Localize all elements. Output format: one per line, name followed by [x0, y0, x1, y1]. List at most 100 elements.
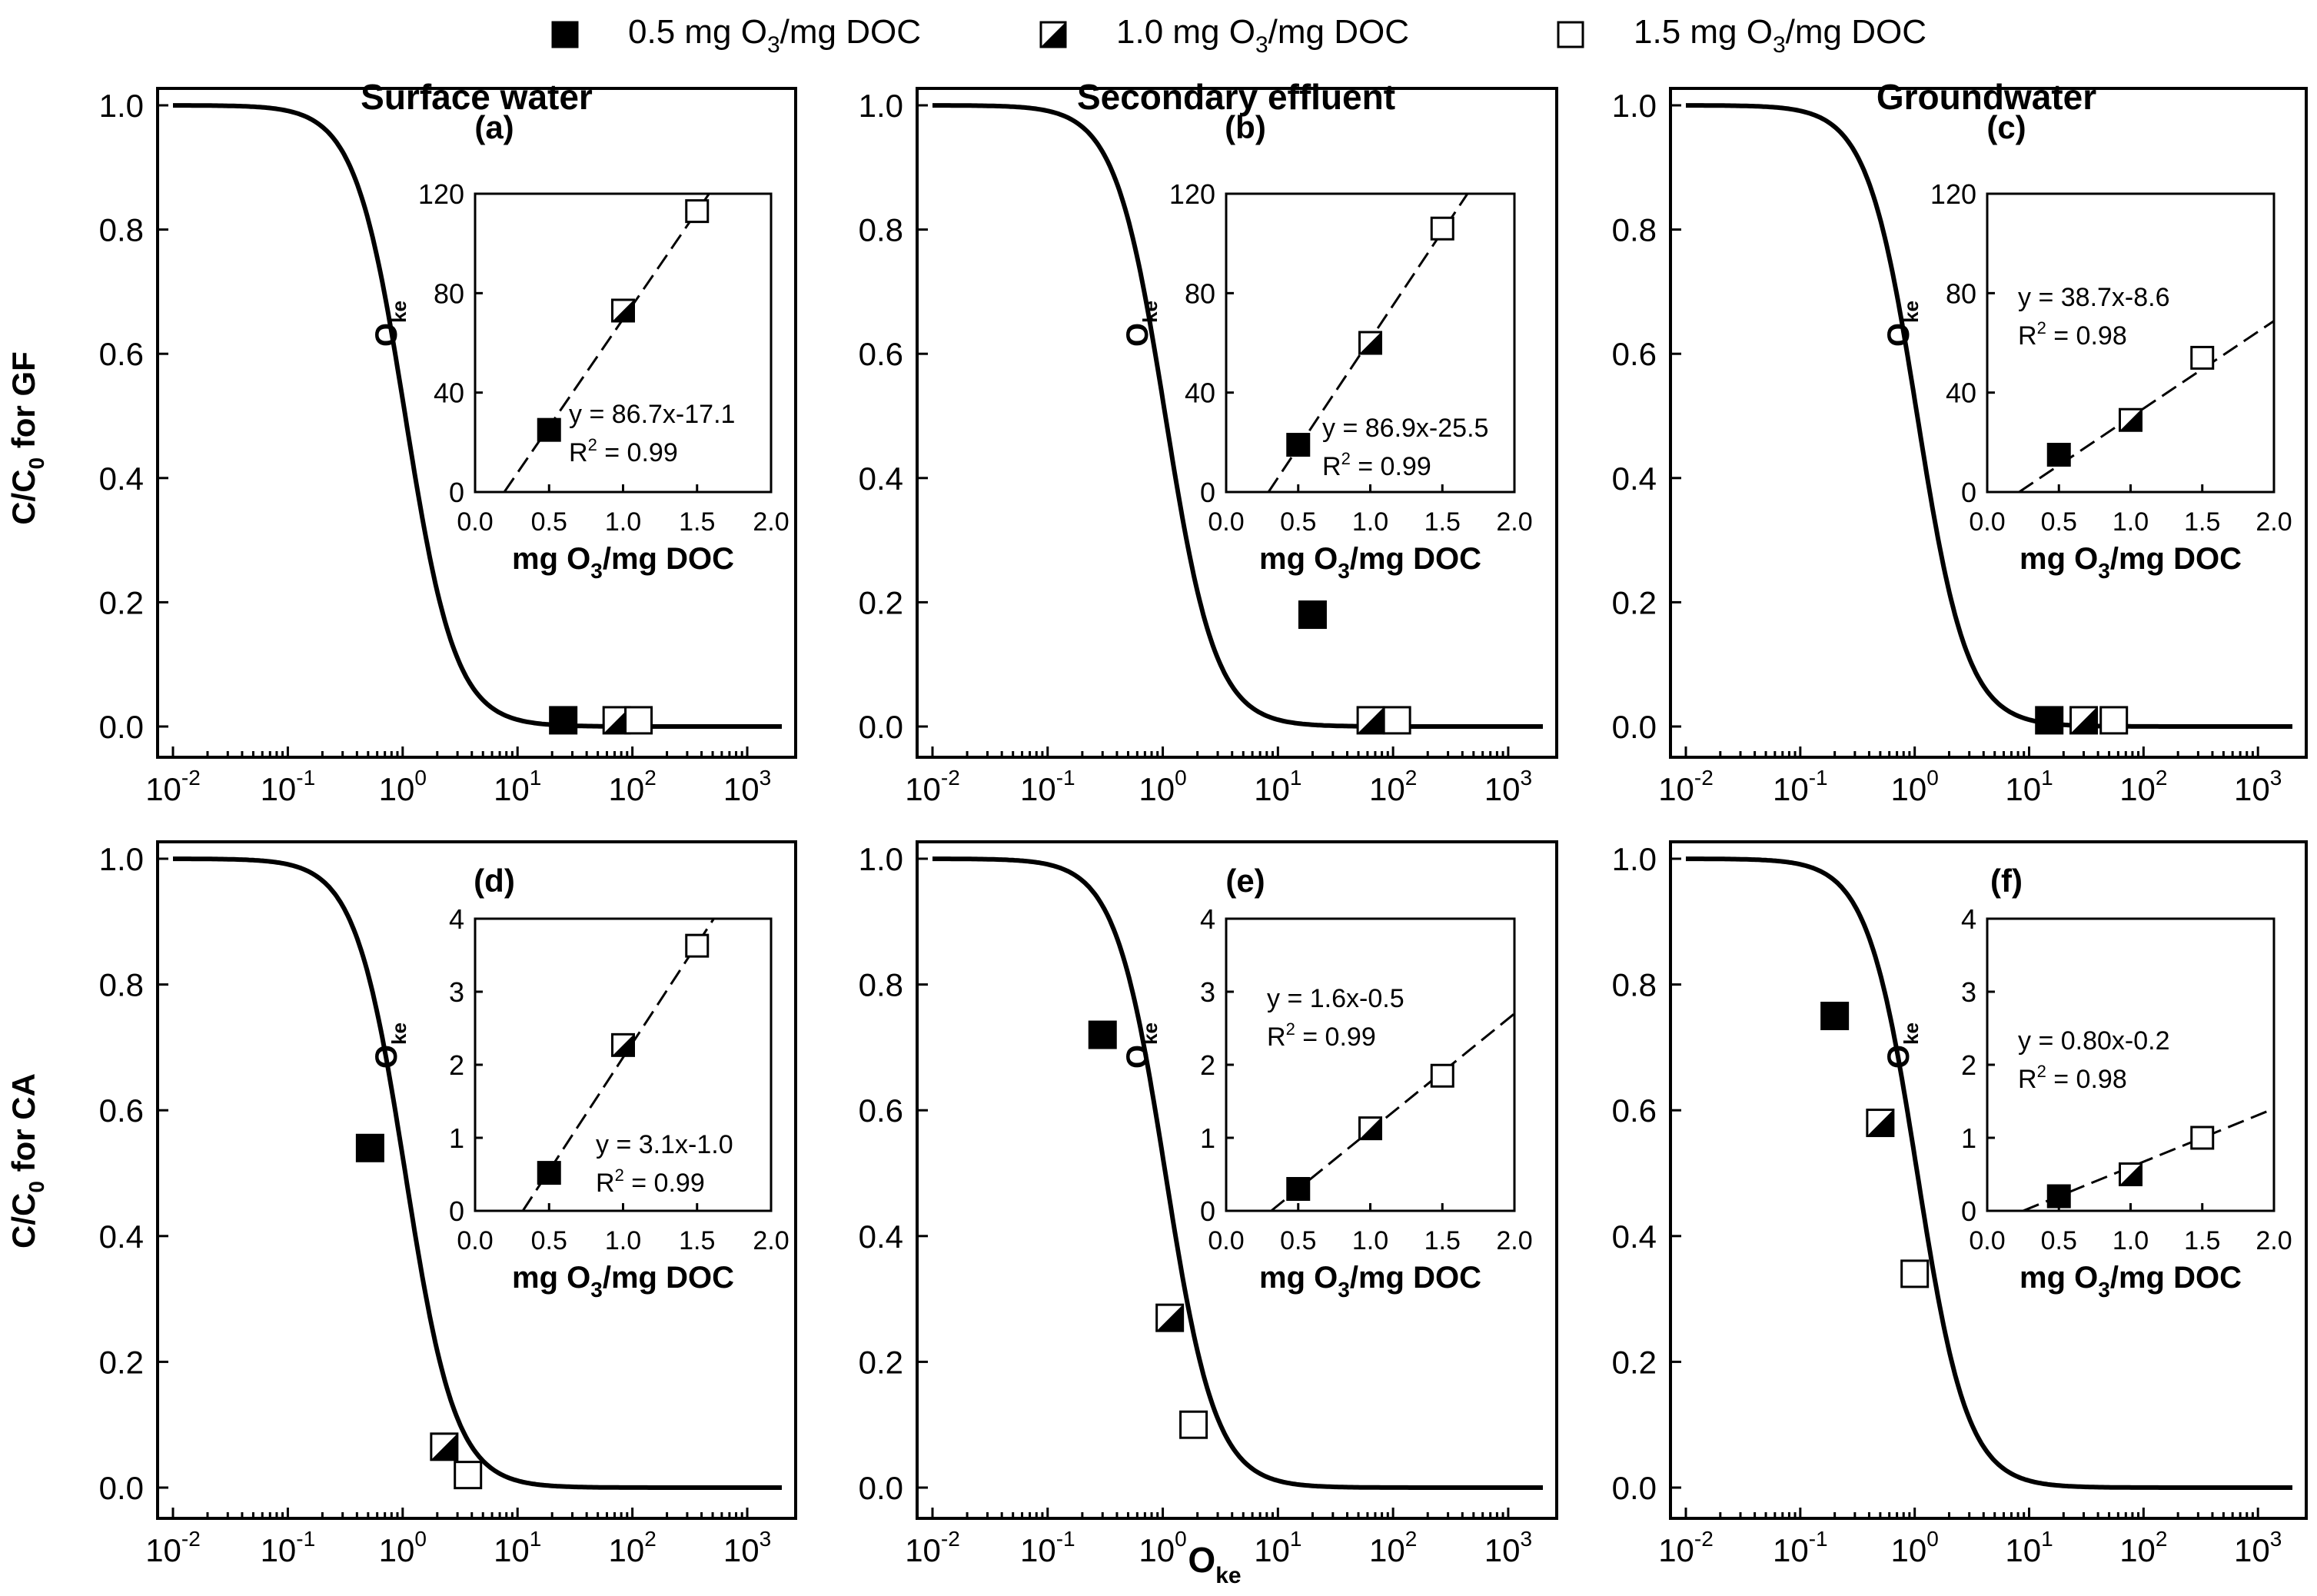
panel-label: (d): [474, 863, 515, 899]
y-tick-label: 0.8: [859, 212, 903, 248]
inset-x-tick-label: 1.5: [679, 507, 715, 537]
x-tick-label: 101: [494, 766, 541, 807]
inset-x-tick-label: 0.0: [1208, 1226, 1244, 1255]
y-tick-label: 0.6: [1612, 336, 1657, 372]
x-tick-label: 10-2: [1658, 1527, 1714, 1568]
y-tick-label: 0.4: [1612, 1219, 1657, 1255]
inset-y-tick-label: 80: [434, 278, 464, 309]
inset-point-half: [1358, 331, 1382, 355]
x-tick-label: 101: [2005, 766, 2053, 807]
inset-y-axis-label: Oke: [1121, 1022, 1162, 1069]
y-tick-label: 0.6: [1612, 1092, 1657, 1129]
inset-x-tick-label: 2.0: [753, 1226, 789, 1255]
x-tick-label: 10-1: [1020, 1527, 1075, 1568]
inset-x-tick-label: 2.0: [1496, 507, 1532, 537]
fit-line: [1270, 1012, 1515, 1212]
inset-point-half: [611, 1032, 635, 1057]
panel-c: 0.0 0.2 0.4 0.6 0.8 1.0 10-2 10-1 100 101 102 103 (c…: [1612, 87, 2308, 807]
inset-x-tick-label: 1.5: [1424, 1226, 1461, 1255]
inset-point-open: [2190, 345, 2215, 370]
fit-line: [2023, 1107, 2275, 1212]
plot-frame: [156, 840, 797, 1520]
inset-x-tick-label: 0.0: [1969, 507, 2005, 537]
inset-x-tick-label: 0.5: [1280, 1226, 1316, 1255]
inset-point-open: [1430, 216, 1454, 241]
x-tick-label: 10-1: [261, 1527, 316, 1568]
x-tick-label: 103: [723, 1527, 771, 1568]
x-tick-label: 10-2: [145, 766, 201, 807]
data-point-open: [1900, 1259, 1930, 1288]
plot-frame: [1669, 87, 2308, 759]
inset-x-tick-label: 1.0: [2113, 507, 2149, 537]
inset-x-axis-label: mg O3/mg DOC: [2019, 1261, 2242, 1302]
x-tick-label: 101: [1254, 766, 1301, 807]
inset-y-tick-label: 120: [1930, 178, 1976, 210]
y-tick-label: 0.6: [859, 1092, 903, 1129]
inset-point-filled: [537, 1161, 561, 1185]
y-tick-label: 0.6: [99, 336, 144, 372]
model-curve: [932, 103, 1543, 729]
x-tick-label: 10-1: [1773, 1527, 1828, 1568]
inset-x-tick-label: 2.0: [2256, 507, 2292, 537]
x-tick-label: 103: [1484, 1527, 1532, 1568]
x-tick-label: 10-2: [905, 766, 960, 807]
x-tick-label: 10-1: [1773, 766, 1828, 807]
inset-y-tick-label: 40: [434, 377, 464, 409]
inset-x-tick-label: 2.0: [2256, 1226, 2292, 1255]
panel-label: (a): [474, 109, 514, 145]
inset-y-tick-label: 80: [1946, 278, 1976, 309]
inset-x-tick-label: 0.5: [2041, 1226, 2077, 1255]
inset-y-tick-label: 3: [449, 976, 464, 1008]
inset-point-half: [2119, 1162, 2142, 1186]
y-tick-label: 0.6: [859, 336, 903, 372]
x-tick-label: 103: [2234, 766, 2282, 807]
inset-x-tick-label: 1.5: [2184, 1226, 2220, 1255]
inset-y-axis-label: Oke: [370, 1022, 411, 1069]
legend-label: 1.0 mg O3/mg DOC: [1116, 13, 1409, 58]
data-point-half: [1356, 706, 1385, 735]
plot-frame: [916, 840, 1558, 1520]
inset-y-tick-label: 2: [1200, 1049, 1215, 1081]
data-point-open: [2099, 706, 2129, 735]
fit-equation: y = 3.1x-1.0: [596, 1130, 733, 1159]
fit-equation: y = 86.9x-25.5: [1322, 414, 1488, 443]
inset-point-open: [685, 933, 710, 958]
data-point-open: [1179, 1410, 1208, 1439]
model-curve: [1686, 103, 2292, 729]
inset-y-tick-label: 1: [1961, 1122, 1976, 1154]
y-tick-label: 0.2: [859, 1344, 903, 1380]
inset-x-tick-label: 0.5: [531, 1226, 567, 1255]
data-point-open: [454, 1461, 483, 1490]
inset-x-tick-label: 1.0: [2113, 1226, 2149, 1255]
panel-a: 0.0 0.2 0.4 0.6 0.8 1.0 10-2 10-1 100 101 102 103 (a…: [99, 87, 797, 807]
y-tick-label: 1.0: [99, 841, 144, 877]
x-tick-label: 102: [2119, 766, 2167, 807]
data-point-half: [430, 1432, 459, 1461]
y-tick-label: 0.8: [99, 212, 144, 248]
y-tick-label: 1.0: [1612, 841, 1657, 877]
inset-x-tick-label: 0.5: [531, 507, 567, 537]
inset-chart: 0 40 80 120 0.0 0.5 1.0 1.5 2.0 mg O3/mg DOC Oke y …: [370, 178, 790, 583]
y-tick-label: 1.0: [99, 88, 144, 124]
y-tick-label: 0.2: [859, 584, 903, 620]
x-tick-label: 102: [1369, 766, 1417, 807]
inset-x-tick-label: 0.0: [457, 1226, 493, 1255]
inset-x-axis-label: mg O3/mg DOC: [1259, 542, 1481, 583]
inset-y-tick-label: 40: [1185, 377, 1215, 409]
legend-marker-half: [1039, 21, 1067, 48]
y-tick-label: 1.0: [1612, 88, 1657, 124]
inset-x-tick-label: 0.0: [1208, 507, 1244, 537]
panel-b: 0.0 0.2 0.4 0.6 0.8 1.0 10-2 10-1 100 101 102 103 (b…: [859, 87, 1558, 807]
column-title: Groundwater: [1877, 77, 2096, 117]
legend: 0.5 mg O3/mg DOC 1.0 mg O3/mg DOC 1.5 mg O…: [551, 13, 1926, 58]
fit-r-squared: R2 = 0.99: [1322, 449, 1431, 481]
panel-e: 0.00.20.40.60.81.010-2 10-1 100 101 102 103(e…: [859, 840, 1558, 1568]
row-label: C/C0 for GF: [5, 351, 48, 525]
data-point-filled: [1088, 1020, 1117, 1049]
inset-y-tick-label: 40: [1946, 377, 1976, 409]
x-tick-label: 102: [1369, 1527, 1417, 1568]
inset-y-tick-label: 0: [1200, 1195, 1215, 1227]
inset-y-tick-label: 80: [1185, 278, 1215, 309]
x-tick-label: 103: [2234, 1527, 2282, 1568]
y-tick-label: 0.8: [99, 967, 144, 1003]
